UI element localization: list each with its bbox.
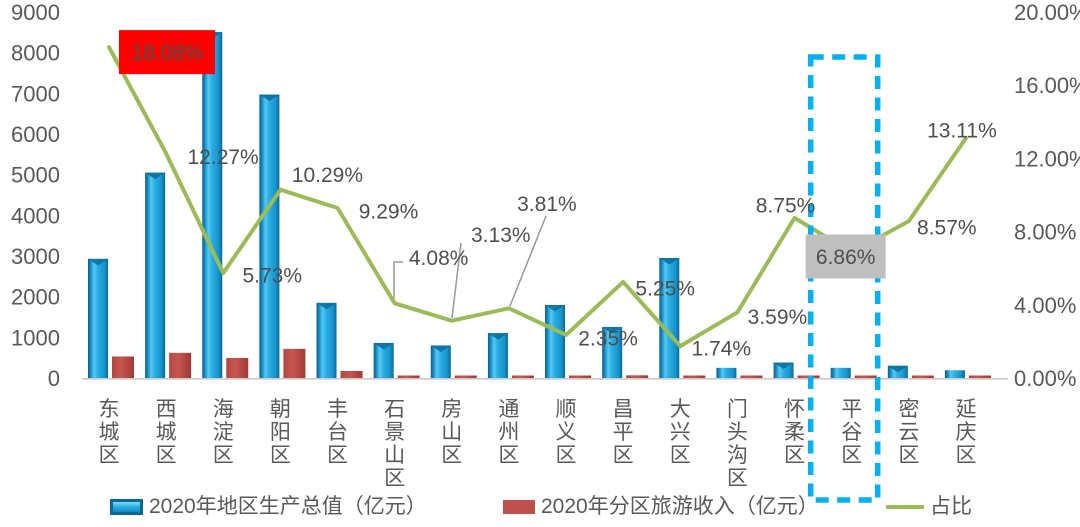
gdp-bar-legend-icon bbox=[110, 499, 143, 515]
ratio-line-legend-icon bbox=[886, 505, 924, 509]
legend-item-ratio: 占比 bbox=[886, 494, 972, 520]
legend-label-gdp: 2020年地区生产总值（亿元） bbox=[149, 495, 427, 518]
legend-label-ratio: 占比 bbox=[930, 495, 972, 518]
legend-item-gdp: 2020年地区生产总值（亿元） bbox=[110, 494, 427, 520]
tourism-bar-legend-icon bbox=[503, 500, 535, 514]
legend-item-tourism: 2020年分区旅游收入（亿元） bbox=[503, 494, 819, 520]
legend-label-tourism: 2020年分区旅游收入（亿元） bbox=[541, 495, 819, 518]
